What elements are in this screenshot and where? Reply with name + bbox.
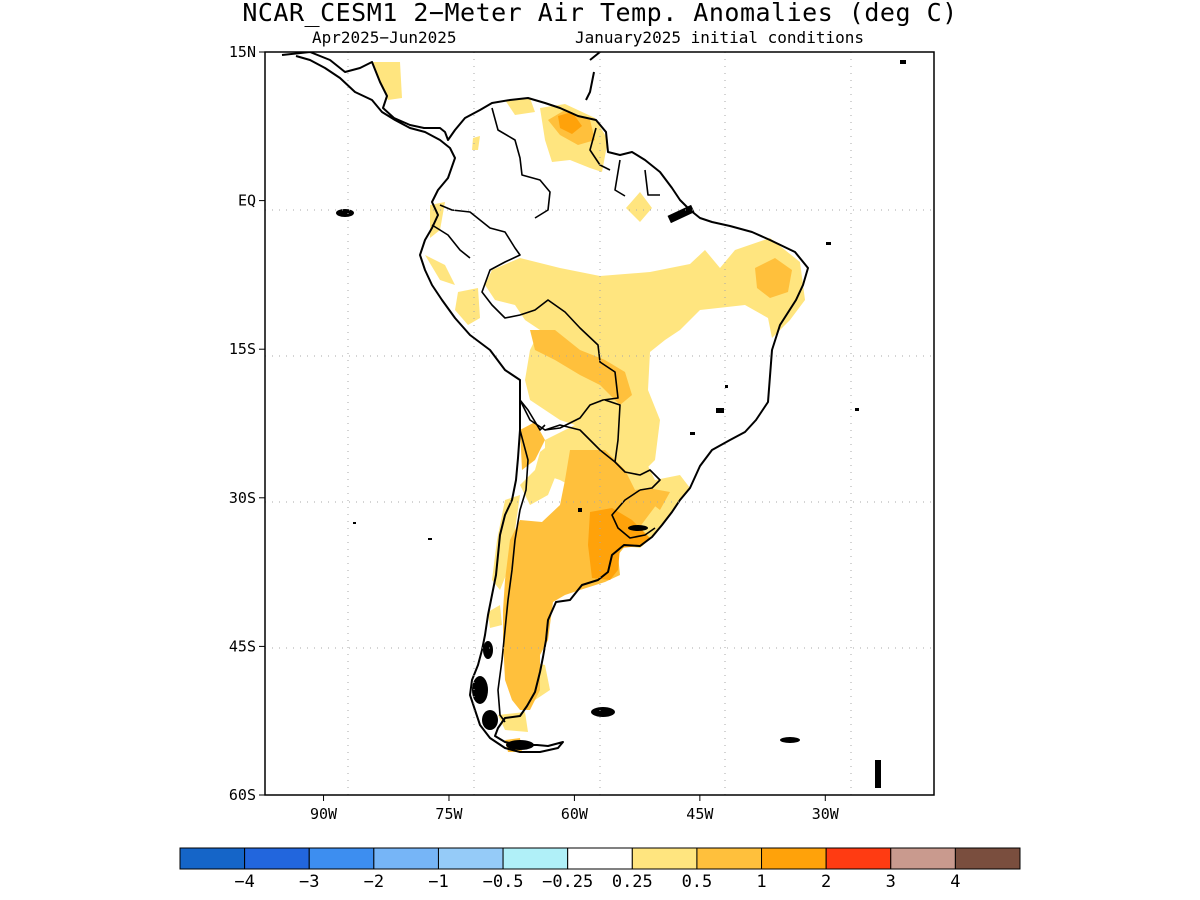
colorbar-swatch	[308, 847, 375, 870]
colorbar-label: −0.25	[542, 872, 593, 892]
map-area	[265, 52, 934, 795]
lon-tick-label: 75W	[435, 805, 463, 823]
forecast-period: Apr2025−Jun2025	[312, 28, 457, 47]
colorbar-label: −4	[234, 872, 254, 892]
colorbar-swatch	[761, 847, 827, 870]
map-frame	[264, 51, 935, 796]
lat-tick-label: EQ	[238, 192, 256, 210]
colorbar-label: −0.5	[483, 872, 524, 892]
colorbar-swatch	[502, 847, 569, 870]
colorbar-swatch	[631, 847, 698, 870]
lat-tick-label: 45S	[229, 637, 256, 655]
national-borders	[431, 107, 661, 723]
colorbar-swatch	[567, 847, 633, 870]
colorbar-label: −2	[364, 872, 384, 892]
anomaly-shading	[372, 62, 805, 752]
colorbar-label: −3	[299, 872, 319, 892]
colorbar-label: 0.5	[682, 872, 713, 892]
lat-tick-label: 15N	[229, 43, 256, 61]
colorbar-label: 2	[821, 872, 831, 892]
colorbar-swatch	[825, 847, 892, 870]
islands	[336, 60, 906, 788]
colorbar-swatch	[244, 847, 310, 870]
colorbar-label: 1	[756, 872, 766, 892]
colorbar-swatch	[373, 847, 439, 870]
anomaly-025-05	[372, 62, 805, 732]
lat-tick-label: 15S	[229, 340, 256, 358]
colorbar-label: 4	[950, 872, 960, 892]
lon-tick-label: 90W	[310, 805, 338, 823]
map-title: NCAR_CESM1 2−Meter Air Temp. Anomalies (…	[242, 0, 958, 27]
colorbar-swatch	[179, 847, 246, 870]
lon-tick-label: 45W	[686, 805, 714, 823]
colorbar-label: 0.25	[612, 872, 653, 892]
colorbar-swatch	[890, 847, 956, 870]
lat-tick-label: 60S	[229, 786, 256, 804]
coastlines	[281, 52, 809, 753]
lon-tick-label: 60W	[561, 805, 589, 823]
colorbar-swatch	[696, 847, 763, 870]
colorbar-swatch	[954, 847, 1021, 870]
colorbar-label: −1	[428, 872, 448, 892]
graticule	[265, 52, 934, 795]
colorbar-swatch	[437, 847, 504, 870]
colorbar-label: 3	[886, 872, 896, 892]
lat-tick-label: 30S	[229, 489, 256, 507]
initial-conditions: January2025 initial conditions	[575, 28, 864, 47]
axis-ticks: 15N EQ 15S 30S 45S 60S 90W 75W 60W 45W 30W	[229, 43, 840, 823]
lon-tick-label: 30W	[812, 805, 840, 823]
colorbar: −4 −3 −2 −1 −0.5 −0.25 0.25 0.5 1 2 3 4	[179, 847, 1021, 892]
